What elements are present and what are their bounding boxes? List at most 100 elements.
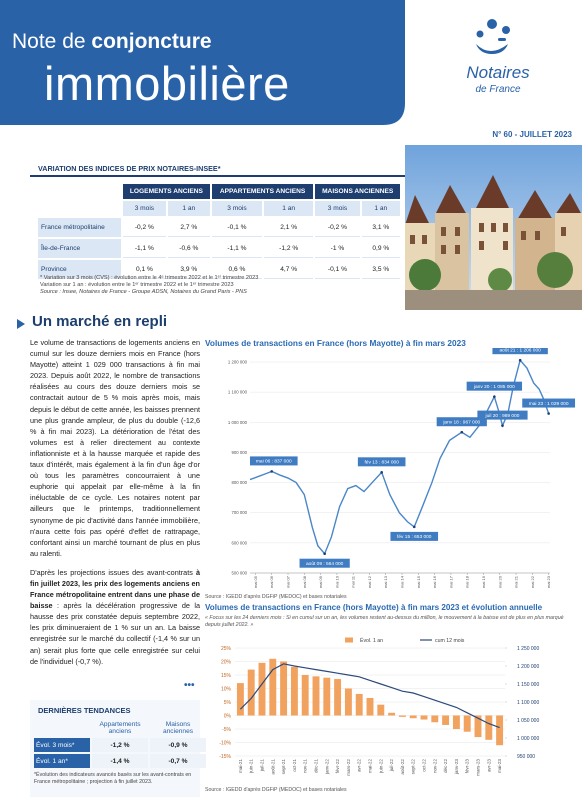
y-tick-label: 1 100 000 xyxy=(228,390,248,395)
x-tick-label: févr-23 xyxy=(465,759,470,774)
bar xyxy=(290,666,298,716)
y-tick-label: -15% xyxy=(219,754,231,760)
period-header: 1 an xyxy=(167,201,210,216)
cell: -0,2 % xyxy=(123,218,166,237)
empty-cell xyxy=(38,184,121,199)
bar xyxy=(355,693,363,716)
x-tick-label: mai 09 xyxy=(318,575,323,588)
source: Source : Insee, Notaires de France - Gro… xyxy=(40,289,247,295)
paragraph: Le volume de transactions de logements a… xyxy=(30,338,200,558)
x-tick-label: mai 21 xyxy=(514,575,519,588)
table-row: Province 0,1 % 3,9 % 0,6 % 4,7 % -0,1 % 3,5 % xyxy=(38,260,400,279)
cell: 0,6 % xyxy=(211,260,263,279)
x-tick-label: déc-22 xyxy=(443,759,448,773)
chart1-title: Volumes de transactions en France (hors … xyxy=(205,338,466,348)
x-tick-label: août-22 xyxy=(400,759,405,775)
x-tick-label: oct-22 xyxy=(422,759,427,772)
x-tick-label: mai 15 xyxy=(416,575,421,588)
cell: 0,1 % xyxy=(123,260,166,279)
annotation-box xyxy=(492,348,548,355)
y2-tick-label: 1 250 000 xyxy=(517,646,539,652)
cell: -0,6 % xyxy=(167,239,210,258)
x-tick-label: janv-22 xyxy=(324,759,329,776)
bar xyxy=(485,715,493,740)
continue-dots: ••• xyxy=(184,680,195,691)
cell: 3,1 % xyxy=(361,218,400,237)
x-tick-label: juil-21 xyxy=(260,759,265,773)
bar xyxy=(452,715,460,729)
chart2-title: Volumes de transactions en France (hors … xyxy=(205,603,543,612)
cell: 0,9 % xyxy=(361,239,400,258)
column-header: Maisons anciennes xyxy=(162,721,194,735)
bar xyxy=(442,715,450,725)
issue-label: N° 60 - JUILLET 2023 xyxy=(492,130,572,139)
annotation-box xyxy=(250,456,298,466)
table-row: 3 mois 1 an 3 mois 1 an 3 mois 1 an xyxy=(38,201,400,216)
x-tick-label: janv-23 xyxy=(454,759,459,776)
x-tick-label: mai 22 xyxy=(530,575,535,588)
cell: -1 % xyxy=(315,239,360,258)
x-tick-label: mai 18 xyxy=(465,575,470,588)
bar xyxy=(431,715,439,723)
cell: -1,1 % xyxy=(123,239,166,258)
article-body: Le volume de transactions de logements a… xyxy=(30,337,200,675)
trends-note: *Évolution des indicateurs avancés basés… xyxy=(34,772,192,785)
legend-label: Évol. 1 an xyxy=(360,637,383,644)
data-line xyxy=(239,663,500,729)
x-tick-label: juil-22 xyxy=(389,759,394,773)
cell: -1,1 % xyxy=(211,239,263,258)
x-tick-label: mai 13 xyxy=(383,575,388,588)
annotation-label: mai 06 : 837 000 xyxy=(256,459,292,465)
heading-arrow xyxy=(14,317,28,331)
header-band xyxy=(0,0,405,125)
x-tick-label: sept-22 xyxy=(411,759,416,775)
table-row: LOGEMENTS ANCIENS APPARTEMENTS ANCIENS MAI… xyxy=(38,184,400,199)
table-row: Évol. 3 mois* -1,2 % -0,9 % xyxy=(34,738,206,752)
x-tick-label: mai 16 xyxy=(432,575,437,588)
annotation-box xyxy=(522,398,576,408)
annotation-point xyxy=(323,552,326,556)
cell: -0,9 % xyxy=(150,738,206,752)
annotation-label: janv 18 : 967 000 xyxy=(442,420,480,426)
chart2: -15% -10% -5% 0% 5% 10% 15% 20% 25% 950 000 1 000 … xyxy=(219,637,539,776)
cell: 3,5 % xyxy=(361,260,400,279)
period-header: 1 an xyxy=(361,201,400,216)
logo-sub: de France xyxy=(475,84,520,95)
annotation-label: fév 13 : 834 000 xyxy=(364,460,399,466)
group-header: LOGEMENTS ANCIENS xyxy=(123,184,210,199)
legend-label: cum 12 mois xyxy=(435,638,465,644)
data-line xyxy=(249,358,550,556)
x-tick-label: mai 11 xyxy=(351,575,356,587)
x-tick-label: mai 19 xyxy=(481,575,486,588)
cell: -0,7 % xyxy=(150,754,206,768)
x-tick-label: mars-23 xyxy=(476,759,481,776)
chart2-subtitle: « Focus sur les 24 derniers mois : Si en… xyxy=(205,615,564,628)
bar xyxy=(377,704,385,716)
annotation-point xyxy=(460,430,464,434)
y-tick-label: 500 000 xyxy=(231,571,247,576)
bar xyxy=(247,669,255,716)
period-header: 3 mois xyxy=(315,201,360,216)
annotation-point xyxy=(493,395,496,398)
arrow-icon xyxy=(17,319,25,329)
annotation-label: août 09 : 564 000 xyxy=(306,561,344,567)
y2-tick-label: 1 150 000 xyxy=(517,682,539,688)
y-tick-label: 700 000 xyxy=(231,510,247,515)
y-tick-label: 1 000 000 xyxy=(228,420,248,425)
title-light: Note de xyxy=(12,30,86,53)
x-tick-label: juin-21 xyxy=(249,759,254,774)
period-header: 3 mois xyxy=(123,201,166,216)
y-tick-label: 600 000 xyxy=(231,540,247,545)
bar xyxy=(463,715,471,732)
row-label: Évol. 1 an* xyxy=(34,754,90,768)
trends-title: DERNIÈRES TENDANCES xyxy=(38,706,131,715)
cell: 3,9 % xyxy=(167,260,210,279)
x-tick-label: mai 14 xyxy=(400,575,405,588)
table-row: Évol. 1 an* -1,4 % -0,7 % xyxy=(34,754,206,768)
cell: -0,1 % xyxy=(315,260,360,279)
annotation-box xyxy=(390,531,439,541)
group-header: APPARTEMENTS ANCIENS xyxy=(211,184,314,199)
x-tick-label: mai 12 xyxy=(367,575,372,588)
empty-cell xyxy=(38,201,121,216)
